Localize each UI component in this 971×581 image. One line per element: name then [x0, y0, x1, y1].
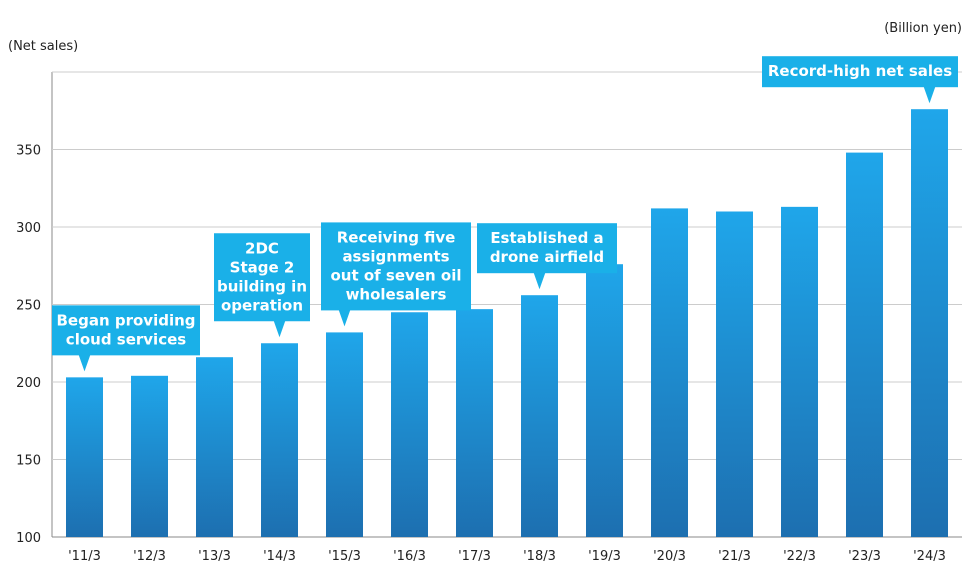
- bar: [456, 309, 493, 537]
- bar: [716, 211, 753, 537]
- unit-label: (Billion yen): [884, 21, 962, 36]
- callout-box: [321, 222, 471, 311]
- bar: [586, 264, 623, 537]
- bar: [781, 206, 818, 537]
- bar: [846, 152, 883, 537]
- bar: [911, 109, 948, 537]
- callout-text: cloud services: [66, 330, 186, 348]
- callout-text: Began providing: [56, 311, 195, 329]
- y-tick-label: 200: [16, 376, 41, 391]
- bar: [131, 375, 168, 537]
- callout-box: [214, 233, 310, 322]
- x-tick-label: '11/3: [68, 549, 101, 564]
- x-tick-label: '16/3: [393, 549, 426, 564]
- x-tick-label: '14/3: [263, 549, 296, 564]
- x-tick-label: '23/3: [848, 549, 881, 564]
- callout-text: out of seven oil: [331, 266, 462, 284]
- x-tick-label: '22/3: [783, 549, 816, 564]
- callout-text: Receiving five: [337, 228, 456, 246]
- bar: [261, 343, 298, 537]
- callout-box: [477, 223, 617, 274]
- callout-text: Stage 2: [230, 258, 295, 276]
- y-tick-label: 350: [16, 144, 41, 159]
- bar: [196, 357, 233, 537]
- y-tick-label: 150: [16, 454, 41, 469]
- x-tick-label: '19/3: [588, 549, 621, 564]
- callout-box: [762, 56, 958, 88]
- callout-pointer: [338, 309, 351, 327]
- callout-text: wholesalers: [346, 285, 447, 303]
- callout-text: 2DC: [245, 239, 279, 257]
- bar: [651, 208, 688, 537]
- bar: [326, 332, 363, 537]
- y-tick-label: 250: [16, 299, 41, 314]
- y-axis-label: (Net sales): [8, 39, 78, 54]
- callout-text: operation: [221, 296, 303, 314]
- bar: [521, 295, 558, 537]
- callout-box: [52, 305, 200, 356]
- bar-layer: [66, 109, 948, 537]
- x-tick-label: '12/3: [133, 549, 166, 564]
- x-tick-label: '13/3: [198, 549, 231, 564]
- callout-pointer: [533, 272, 546, 290]
- y-tick-label: 100: [16, 531, 41, 546]
- callout-text: Record-high net sales: [768, 62, 952, 80]
- callout-pointer: [78, 354, 91, 372]
- callout-text: building in: [217, 277, 307, 295]
- x-tick-label: '17/3: [458, 549, 491, 564]
- grid-layer: [51, 71, 962, 538]
- bar: [66, 377, 103, 537]
- x-tick-label: '15/3: [328, 549, 361, 564]
- callout-pointer: [273, 320, 286, 338]
- callout-text: drone airfield: [490, 248, 604, 266]
- callout-text: Established a: [490, 229, 603, 247]
- x-tick-label: '24/3: [913, 549, 946, 564]
- tick-layer: 100 150 200 250 300 350 '11/3 '12/3 '13/3 '14/3 '1…: [16, 144, 946, 565]
- callout-pointer: [923, 86, 936, 104]
- x-tick-label: '20/3: [653, 549, 686, 564]
- bar: [391, 312, 428, 537]
- x-tick-label: '21/3: [718, 549, 751, 564]
- x-tick-label: '18/3: [523, 549, 556, 564]
- callout-text: assignments: [342, 247, 449, 265]
- annotation-callout: Record-high net sales: [762, 56, 958, 104]
- y-tick-label: 300: [16, 221, 41, 236]
